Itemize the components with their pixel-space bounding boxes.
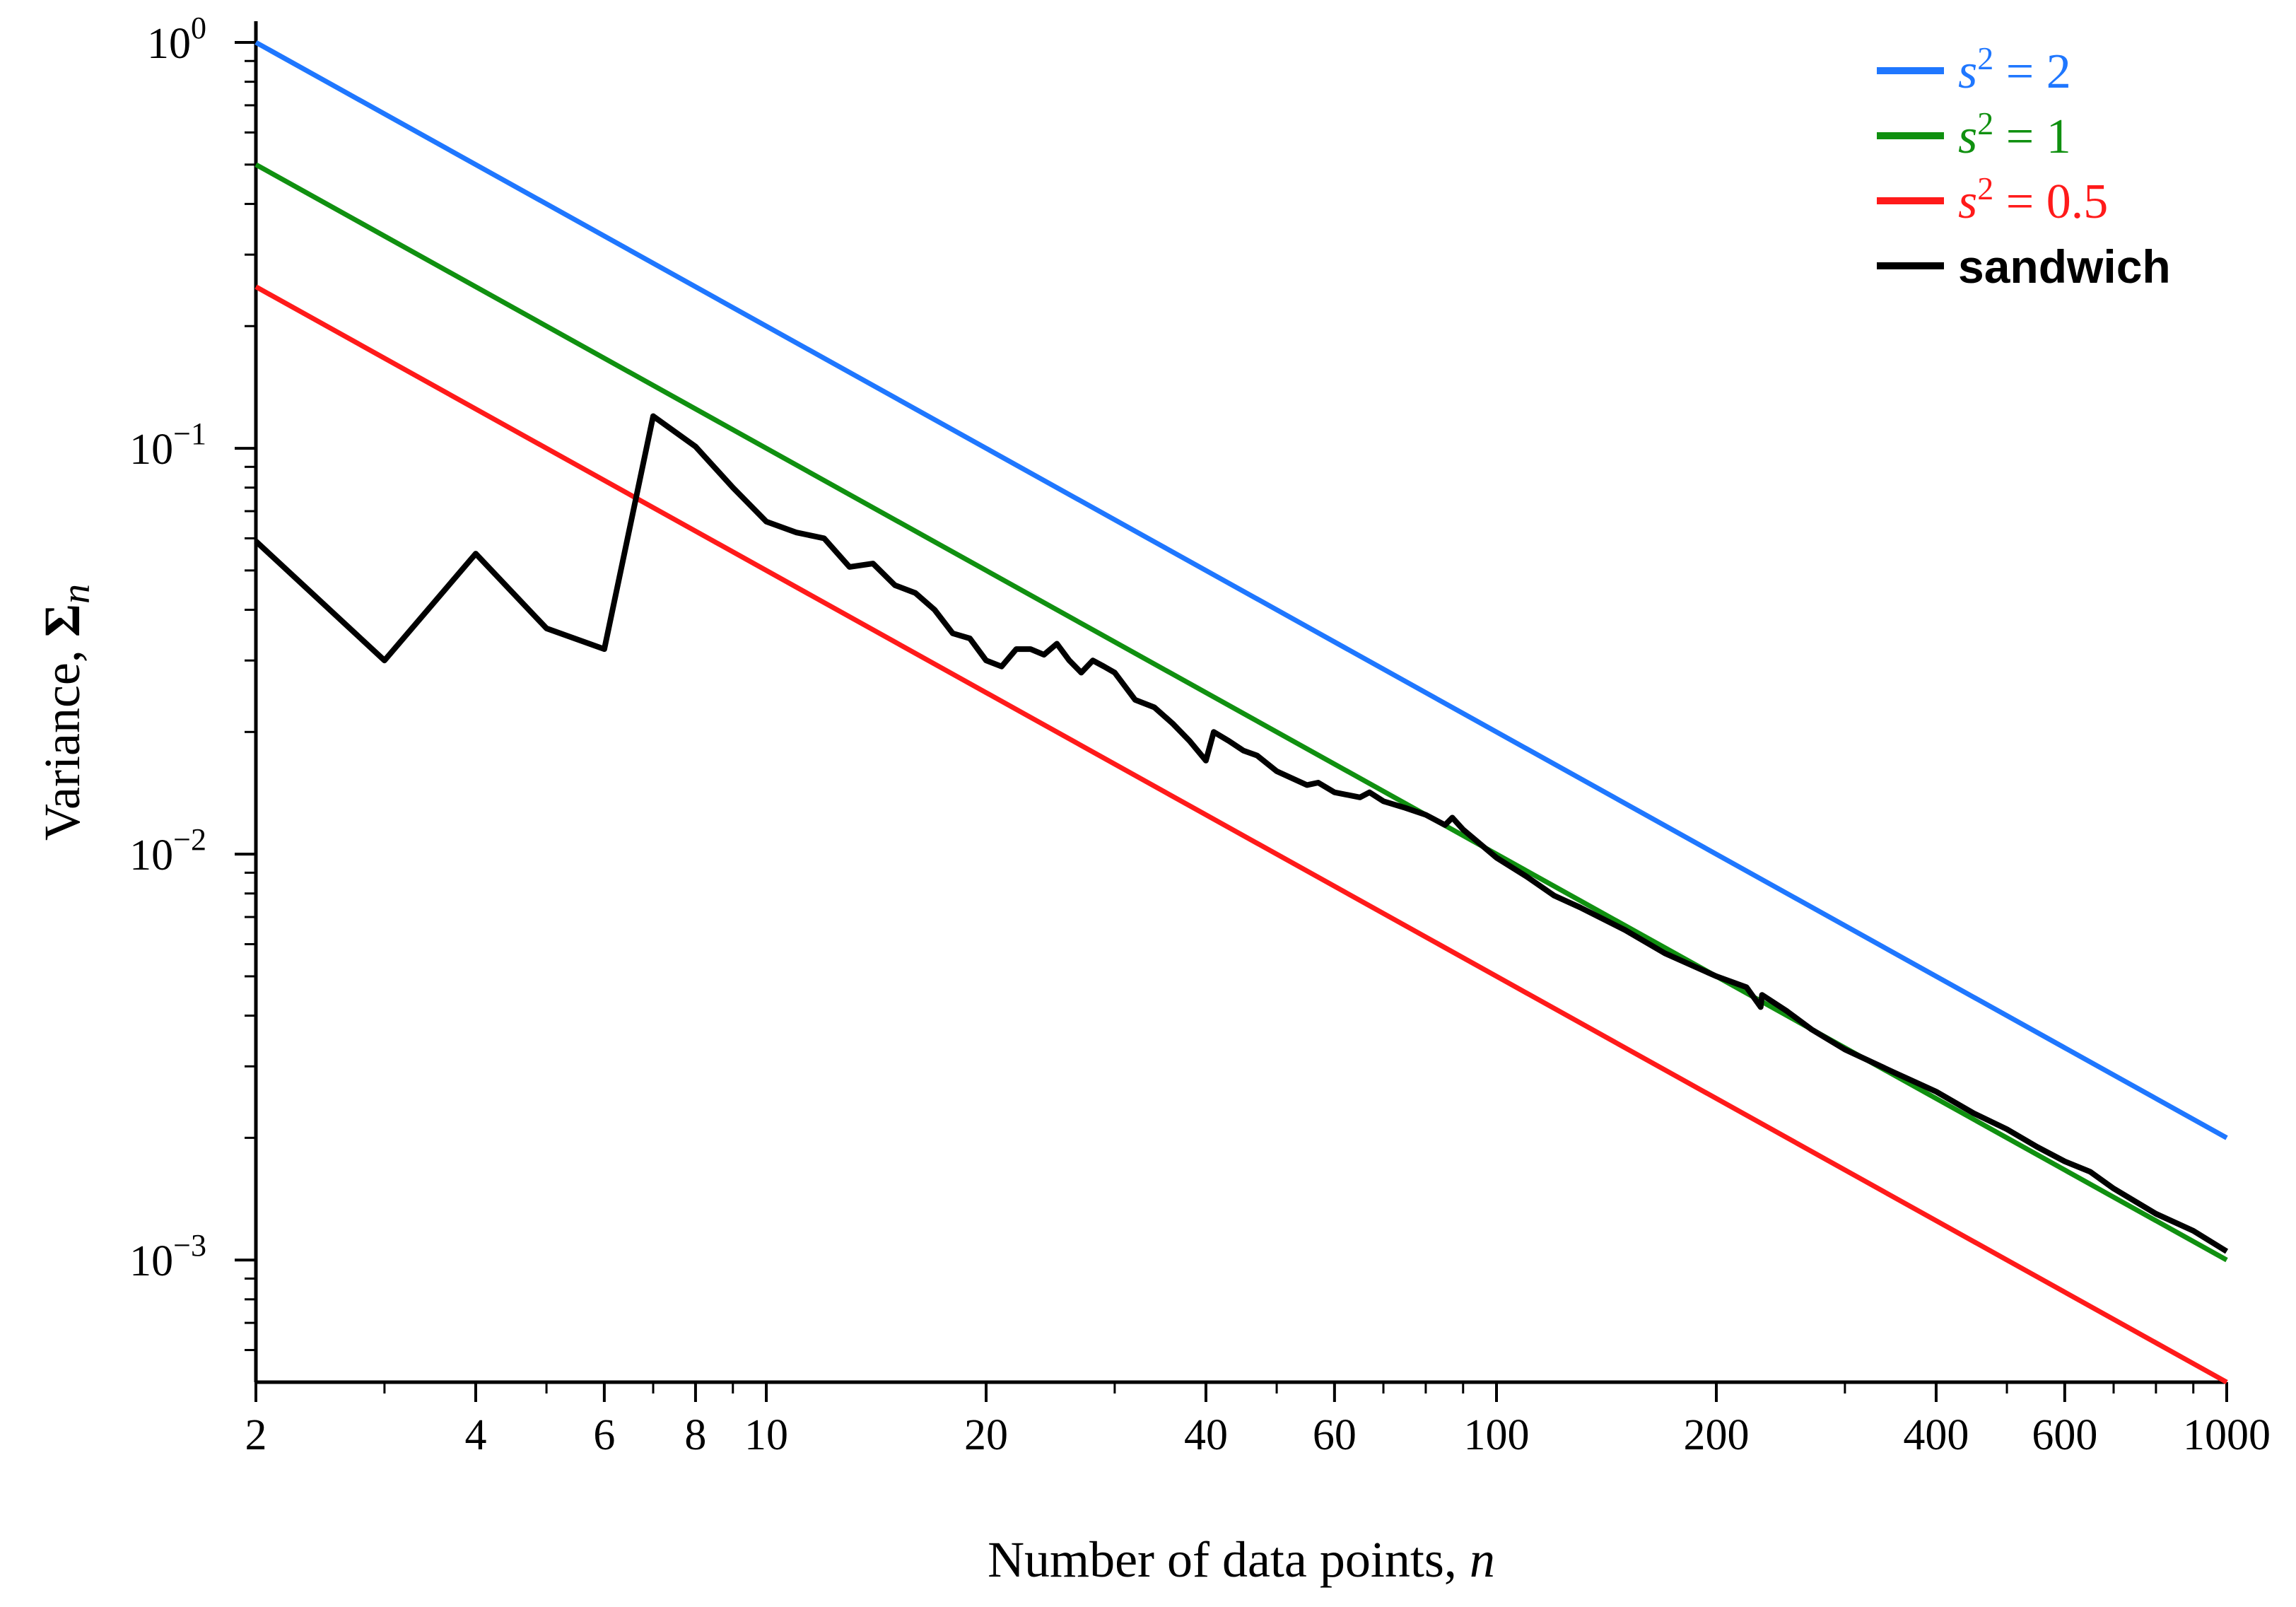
x-tick-label: 8 [684, 1411, 706, 1459]
x-axis-title: Number of data points, n [988, 1531, 1495, 1588]
legend-label: s2 = 2 [1958, 40, 2071, 99]
x-tick-label: 2 [245, 1411, 267, 1459]
x-tick-label: 4 [464, 1411, 486, 1459]
axis-titles: Number of data points, n Variance, Σn [34, 584, 1495, 1588]
axes: 2 4 6 8 10 20 40 60 100 200 400 600 1000 100 10−1 10−2 1… [129, 11, 2271, 1459]
series-line-s-1 [254, 162, 2228, 1263]
x-tick-label: 600 [2032, 1411, 2097, 1459]
x-tick-label: 60 [1313, 1411, 1357, 1459]
series-line-sandwich [254, 413, 2229, 1254]
series-line-s-2 [254, 40, 2228, 1140]
x-tick-label: 400 [1903, 1411, 1969, 1459]
y-tick-label: 100 [147, 11, 206, 68]
series-line-s-0-5 [254, 284, 2228, 1385]
legend-label: sandwich [1958, 240, 2171, 293]
x-tick-label: 6 [593, 1411, 615, 1459]
y-tick-label: 10−2 [129, 822, 206, 880]
y-axis-title: Variance, Σn [34, 584, 98, 841]
x-tick-label: 100 [1464, 1411, 1530, 1459]
y-tick-label: 10−1 [129, 416, 206, 474]
legend-label: s2 = 1 [1958, 105, 2071, 164]
x-tick-label: 1000 [2183, 1411, 2271, 1459]
legend: s2 = 2 s2 = 1 s2 = 0.5 sandwich [1877, 40, 2171, 293]
legend-label: s2 = 0.5 [1958, 170, 2108, 229]
x-tick-label: 10 [744, 1411, 788, 1459]
series-lines [254, 40, 2229, 1385]
x-tick-label: 20 [964, 1411, 1008, 1459]
x-tick-label: 200 [1683, 1411, 1749, 1459]
y-tick-label: 10−3 [129, 1228, 206, 1285]
x-tick-label: 40 [1184, 1411, 1228, 1459]
